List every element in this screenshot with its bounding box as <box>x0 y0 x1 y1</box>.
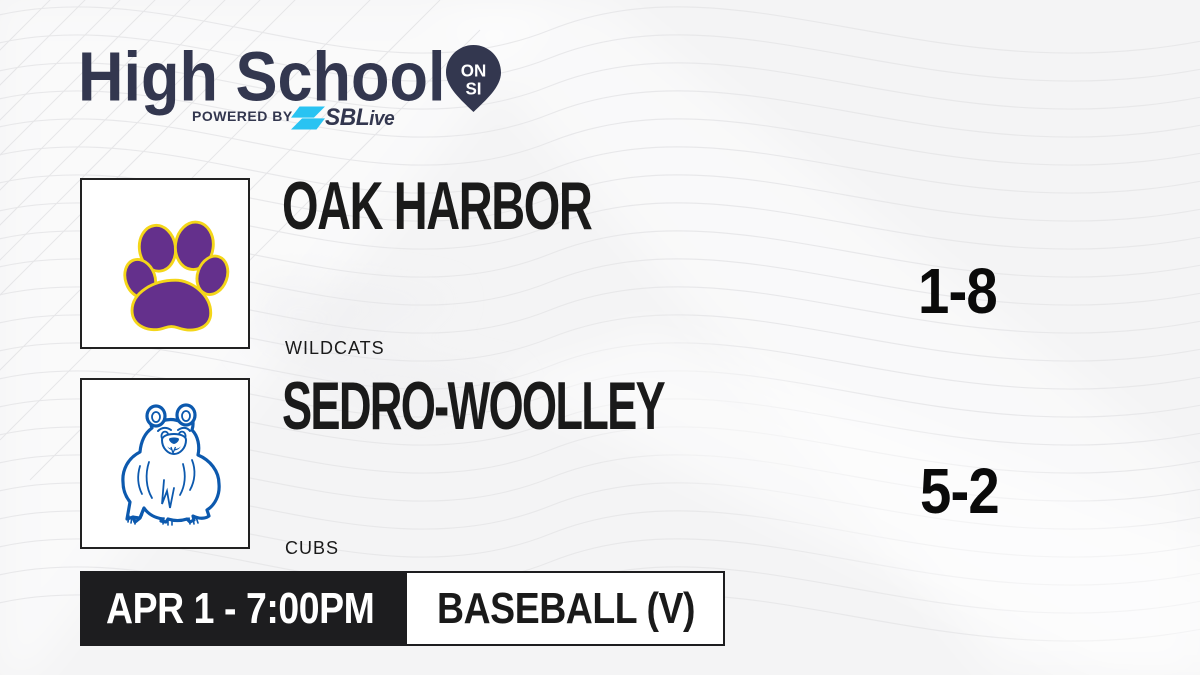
svg-text:SI: SI <box>465 78 481 98</box>
